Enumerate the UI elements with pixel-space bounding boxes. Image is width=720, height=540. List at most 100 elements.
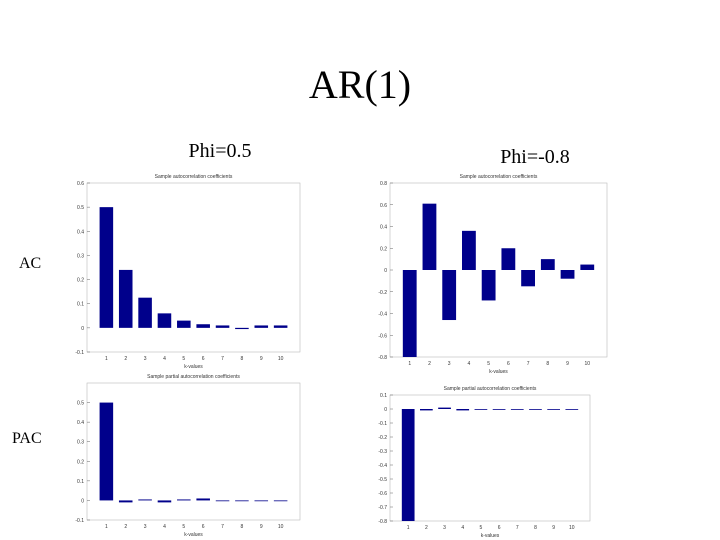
bar <box>138 499 152 501</box>
y-tick-label: -0.4 <box>378 463 387 469</box>
x-tick-label: 8 <box>241 524 244 530</box>
x-tick-label: 8 <box>546 361 549 367</box>
y-tick-label: -0.4 <box>378 312 387 318</box>
chart-title: Sample partial autocorrelation coefficie… <box>147 374 240 380</box>
x-tick-label: 6 <box>202 524 205 530</box>
y-tick-label: 0.2 <box>77 278 84 284</box>
x-tick-label: 8 <box>241 356 244 362</box>
x-tick-label: 3 <box>144 524 147 530</box>
x-tick-label: 8 <box>534 525 537 531</box>
column-label: Phi=0.5 <box>189 140 252 162</box>
x-tick-label: 5 <box>182 356 185 362</box>
x-axis-label: k-values <box>184 532 203 538</box>
x-tick-label: 10 <box>278 524 284 530</box>
y-tick-label: 0 <box>81 326 84 332</box>
y-tick-label: 0.8 <box>380 181 387 187</box>
x-tick-label: 6 <box>507 361 510 367</box>
x-tick-label: 3 <box>448 361 451 367</box>
bar <box>456 409 470 411</box>
bar <box>215 325 230 328</box>
bar <box>254 325 269 328</box>
row-label: AC <box>19 255 41 272</box>
x-tick-label: 1 <box>408 361 411 367</box>
bar <box>254 500 269 502</box>
bar <box>565 409 579 410</box>
y-tick-label: 0.5 <box>77 205 84 211</box>
bar <box>273 325 288 328</box>
x-tick-label: 7 <box>221 524 224 530</box>
x-tick-label: 7 <box>221 356 224 362</box>
bar <box>402 270 417 357</box>
bar <box>99 402 114 501</box>
x-tick-label: 4 <box>461 525 464 531</box>
bar <box>521 270 535 287</box>
bar <box>420 409 433 411</box>
bar <box>273 500 288 502</box>
y-tick-label: 0.1 <box>77 302 84 308</box>
x-tick-label: 2 <box>124 524 127 530</box>
y-tick-label: -0.1 <box>75 350 84 356</box>
x-tick-label: 5 <box>480 525 483 531</box>
bar <box>540 259 555 270</box>
bar <box>529 409 542 410</box>
bar <box>442 270 457 321</box>
y-tick-label: -0.2 <box>378 435 387 441</box>
bar <box>438 407 451 409</box>
bar <box>118 500 133 503</box>
y-tick-label: 0 <box>81 498 84 504</box>
x-tick-label: 5 <box>182 524 185 530</box>
bar <box>401 409 415 521</box>
y-tick-label: -0.2 <box>378 290 387 296</box>
bar <box>138 297 152 328</box>
y-tick-label: 0.1 <box>380 393 387 399</box>
y-tick-label: 0 <box>384 268 387 274</box>
bar <box>235 327 249 330</box>
y-tick-label: -0.8 <box>378 355 387 361</box>
y-tick-label: 0.3 <box>77 440 84 446</box>
bar <box>215 500 230 502</box>
x-tick-label: 9 <box>566 361 569 367</box>
x-tick-label: 3 <box>443 525 446 531</box>
x-tick-label: 3 <box>144 356 147 362</box>
chart-title: Sample autocorrelation coefficients <box>155 174 233 180</box>
y-tick-label: 0.4 <box>77 229 84 235</box>
slide-title: AR(1) <box>309 62 411 107</box>
row-label: PAC <box>12 430 42 447</box>
bar <box>501 248 516 270</box>
x-axis-label: k-values <box>184 364 203 370</box>
y-tick-label: -0.7 <box>378 505 387 511</box>
y-tick-label: 0.4 <box>380 225 387 231</box>
bar <box>474 409 488 410</box>
x-tick-label: 2 <box>425 525 428 531</box>
y-tick-label: 0.1 <box>77 479 84 485</box>
x-tick-label: 1 <box>105 356 108 362</box>
bar <box>177 499 191 501</box>
y-tick-label: 0.2 <box>77 459 84 465</box>
x-tick-label: 9 <box>260 524 263 530</box>
x-tick-label: 7 <box>527 361 530 367</box>
plot-frame <box>86 382 301 521</box>
bar <box>510 409 524 410</box>
bar <box>422 203 437 270</box>
y-tick-label: -0.8 <box>378 519 387 525</box>
x-tick-label: 6 <box>498 525 501 531</box>
bar <box>157 313 172 328</box>
x-tick-label: 10 <box>584 361 590 367</box>
y-tick-label: 0.4 <box>77 420 84 426</box>
bar <box>547 409 560 410</box>
x-tick-label: 1 <box>407 525 410 531</box>
x-tick-label: 9 <box>260 356 263 362</box>
plot-frame <box>86 182 301 353</box>
bar <box>235 500 249 502</box>
y-tick-label: 0 <box>384 407 387 413</box>
y-tick-label: -0.6 <box>378 333 387 339</box>
x-tick-label: 4 <box>468 361 471 367</box>
bar <box>196 498 210 501</box>
x-tick-label: 2 <box>428 361 431 367</box>
x-tick-label: 10 <box>278 356 284 362</box>
y-tick-label: 0.3 <box>77 253 84 259</box>
chart-title: Sample partial autocorrelation coefficie… <box>444 386 537 392</box>
y-tick-label: 0.5 <box>77 401 84 407</box>
